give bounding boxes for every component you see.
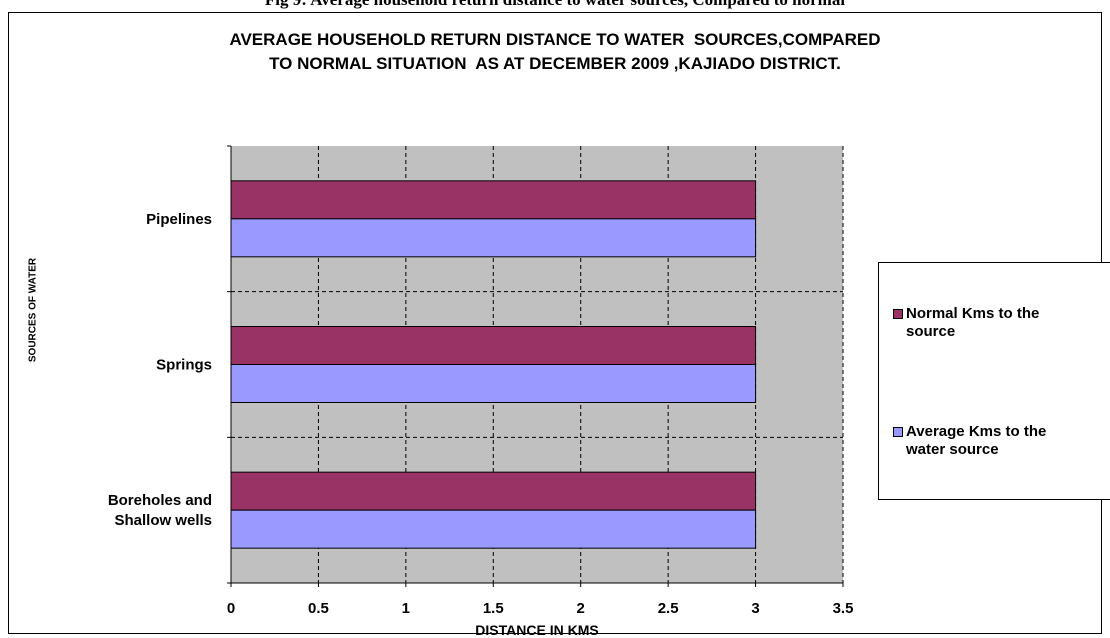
legend-label-normal-line-1: Normal Kms to the (906, 305, 1040, 322)
legend-label-normal-line-2: source (906, 323, 956, 340)
category-label-2-1: Shallow wells (114, 512, 212, 529)
chart-title-line-1: AVERAGE HOUSEHOLD RETURN DISTANCE TO WAT… (229, 30, 881, 49)
x-tick-label-6: 3 (751, 600, 759, 617)
page-caption: Fig 9: Average household return distance… (0, 0, 1110, 10)
x-tick-label-0: 0 (227, 600, 235, 617)
bar-normal-2 (230, 471, 757, 511)
x-tick-label-5: 2.5 (658, 600, 679, 617)
chart-title-line-2: TO NORMAL SITUATION AS AT DECEMBER 2009 … (269, 54, 841, 73)
legend-item-normal: Normal Kms to the source (893, 305, 1103, 341)
legend: Normal Kms to the source Average Kms to … (878, 262, 1110, 500)
bar-average-0 (230, 218, 757, 258)
x-tick-label-7: 3.5 (833, 600, 854, 617)
bar-normal-0 (230, 180, 757, 220)
category-label-2-0: Boreholes and (108, 492, 212, 509)
bar-average-2 (230, 509, 757, 549)
bar-normal-1 (230, 326, 757, 365)
bar-average-1 (230, 364, 757, 403)
x-axis-label: DISTANCE IN KMS (475, 622, 599, 638)
x-tick-label-1: 0.5 (308, 600, 329, 617)
category-label-0-0: Pipelines (146, 211, 212, 228)
legend-swatch-average (893, 427, 903, 437)
x-tick-label-2: 1 (402, 600, 410, 617)
legend-label-average-line-1: Average Kms to the (906, 423, 1047, 440)
x-tick-label-3: 1.5 (483, 600, 504, 617)
x-tick-label-4: 2 (577, 600, 585, 617)
legend-label-average-line-2: water source (906, 441, 999, 458)
chart-title: AVERAGE HOUSEHOLD RETURN DISTANCE TO WAT… (8, 28, 1102, 76)
legend-swatch-normal (893, 309, 903, 319)
category-label-1-0: Springs (156, 357, 212, 374)
legend-item-average: Average Kms to the water source (893, 423, 1103, 459)
